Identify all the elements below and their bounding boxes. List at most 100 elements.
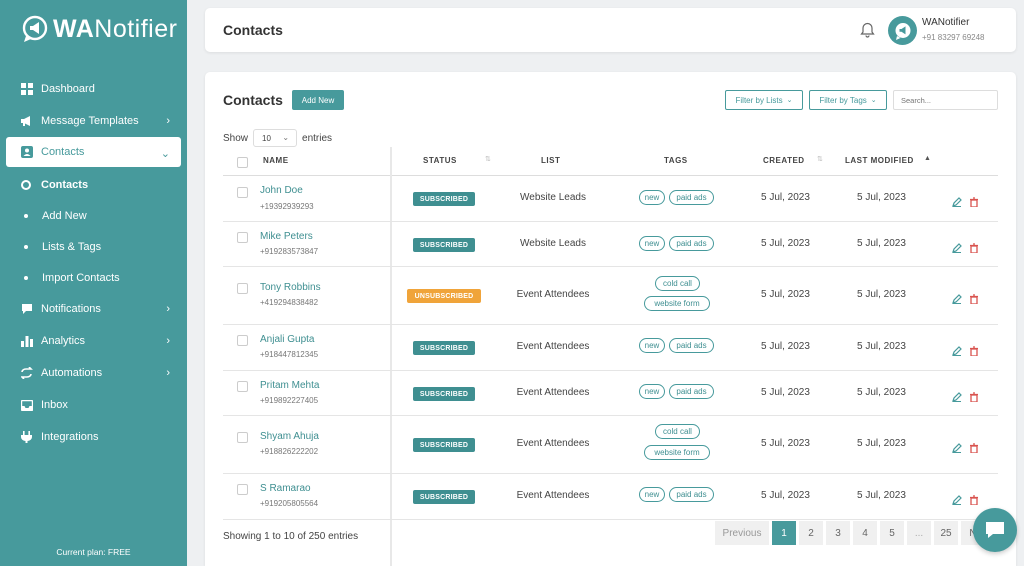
avatar[interactable]	[888, 16, 917, 45]
sort-icon[interactable]: ⇅	[485, 156, 491, 163]
column-header-tags[interactable]: TAGS	[664, 156, 688, 165]
sticky-column-divider	[390, 147, 392, 566]
edit-icon[interactable]	[952, 440, 962, 453]
contact-phone: +19392939293	[260, 202, 314, 211]
plug-icon	[20, 431, 33, 444]
table-row[interactable]: Mike Peters +919283573847 SUBSCRIBED Web…	[223, 222, 998, 267]
row-checkbox[interactable]	[237, 187, 248, 198]
edit-icon[interactable]	[952, 194, 962, 207]
row-checkbox[interactable]	[237, 283, 248, 294]
delete-icon[interactable]	[969, 343, 979, 357]
entries-select[interactable]: 10 ⌄	[253, 129, 298, 147]
column-header-created[interactable]: CREATED	[763, 156, 805, 165]
table-row[interactable]: Pritam Mehta +919892227405 SUBSCRIBED Ev…	[223, 371, 998, 416]
top-header: Contacts WANotifier +91 83297 69248	[205, 8, 1016, 52]
chevron-right-icon: ›	[166, 115, 170, 127]
row-checkbox[interactable]	[237, 432, 248, 443]
table-row[interactable]: Tony Robbins +419294838482 UNSUBSCRIBED …	[223, 267, 998, 325]
bell-icon[interactable]	[860, 22, 875, 38]
column-header-last-modified[interactable]: LAST MODIFIED	[845, 156, 914, 165]
table-row[interactable]: S Ramarao +919205805564 SUBSCRIBED Event…	[223, 474, 998, 520]
table-row[interactable]: John Doe +19392939293 SUBSCRIBED Website…	[223, 176, 998, 222]
sidebar-item-integrations[interactable]: Integrations	[0, 421, 187, 453]
contact-name-link[interactable]: Mike Peters	[260, 231, 313, 242]
edit-icon[interactable]	[952, 492, 962, 505]
table-row[interactable]: Anjali Gupta +918447812345 SUBSCRIBED Ev…	[223, 325, 998, 371]
sidebar-item-label: Notifications	[41, 303, 101, 315]
column-header-name[interactable]: NAME	[263, 156, 289, 165]
contact-name-link[interactable]: Tony Robbins	[260, 282, 321, 293]
row-checkbox[interactable]	[237, 335, 248, 346]
sidebar-item-label: Inbox	[41, 399, 68, 411]
row-checkbox[interactable]	[237, 484, 248, 495]
delete-icon[interactable]	[969, 291, 979, 305]
edit-icon[interactable]	[952, 389, 962, 402]
sidebar-item-contacts[interactable]: Contacts ⌄	[6, 137, 181, 167]
user-name: WANotifier	[922, 17, 970, 28]
column-header-list[interactable]: LIST	[541, 156, 561, 165]
contact-card-icon	[20, 146, 33, 159]
modified-date: 5 Jul, 2023	[857, 238, 906, 249]
tag-chip: cold call	[655, 424, 700, 439]
pagination-page[interactable]: 2	[799, 521, 823, 545]
pagination-page[interactable]: 1	[772, 521, 796, 545]
sort-icon[interactable]: ⇅	[817, 156, 823, 163]
sidebar-item-dashboard[interactable]: Dashboard	[0, 73, 187, 105]
contact-name-link[interactable]: John Doe	[260, 185, 303, 196]
submenu-item-import-contacts[interactable]: Import Contacts	[0, 262, 187, 293]
created-date: 5 Jul, 2023	[761, 490, 810, 501]
submenu-label: Import Contacts	[42, 271, 120, 284]
pagination-previous[interactable]: Previous	[715, 521, 769, 545]
table-row[interactable]: Shyam Ahuja +918826222202 SUBSCRIBED Eve…	[223, 416, 998, 474]
sidebar-item-message-templates[interactable]: Message Templates ›	[0, 105, 187, 137]
created-date: 5 Jul, 2023	[761, 238, 810, 249]
delete-icon[interactable]	[969, 194, 979, 208]
sidebar-item-analytics[interactable]: Analytics ›	[0, 325, 187, 357]
pagination-page[interactable]: 4	[853, 521, 877, 545]
chat-widget-button[interactable]	[973, 508, 1017, 552]
delete-icon[interactable]	[969, 440, 979, 454]
list-name: Website Leads	[520, 192, 586, 203]
filter-by-tags-button[interactable]: Filter by Tags ⌄	[809, 90, 887, 110]
edit-icon[interactable]	[952, 291, 962, 304]
contact-name-link[interactable]: Shyam Ahuja	[260, 431, 319, 442]
row-checkbox[interactable]	[237, 381, 248, 392]
pagination-page[interactable]: 3	[826, 521, 850, 545]
edit-icon[interactable]	[952, 240, 962, 253]
submenu-item-lists-tags[interactable]: Lists & Tags	[0, 231, 187, 262]
submenu-item-contacts[interactable]: Contacts	[0, 169, 187, 200]
pagination-page[interactable]: 25	[934, 521, 958, 545]
tag-chip: paid ads	[669, 236, 714, 251]
status-badge: SUBSCRIBED	[413, 341, 475, 355]
add-new-button[interactable]: Add New	[292, 90, 344, 110]
repeat-icon	[20, 367, 33, 380]
delete-icon[interactable]	[969, 389, 979, 403]
status-badge: SUBSCRIBED	[413, 490, 475, 504]
edit-icon[interactable]	[952, 343, 962, 356]
column-header-status[interactable]: STATUS	[423, 156, 457, 165]
sort-ascending-icon[interactable]: ▲	[924, 155, 931, 162]
page-title: Contacts	[223, 22, 283, 38]
list-name: Event Attendees	[516, 289, 590, 300]
filter-by-lists-button[interactable]: Filter by Lists ⌄	[725, 90, 803, 110]
contact-name-link[interactable]: S Ramarao	[260, 483, 311, 494]
status-badge: SUBSCRIBED	[413, 438, 475, 452]
chat-icon	[20, 303, 33, 316]
bullet-icon	[24, 244, 28, 249]
created-date: 5 Jul, 2023	[761, 192, 810, 203]
tag-chip: cold call	[655, 276, 700, 291]
search-input[interactable]	[893, 90, 998, 110]
delete-icon[interactable]	[969, 492, 979, 506]
sidebar-item-automations[interactable]: Automations ›	[0, 357, 187, 389]
pagination-page[interactable]: 5	[880, 521, 904, 545]
contact-name-link[interactable]: Pritam Mehta	[260, 380, 320, 391]
submenu-item-add-new[interactable]: Add New	[0, 200, 187, 231]
sidebar-item-inbox[interactable]: Inbox	[0, 389, 187, 421]
select-all-checkbox[interactable]	[237, 157, 248, 168]
delete-icon[interactable]	[969, 240, 979, 254]
sidebar-item-notifications[interactable]: Notifications ›	[0, 293, 187, 325]
brand-logo[interactable]: WANotifier	[20, 14, 177, 44]
row-checkbox[interactable]	[237, 232, 248, 243]
contact-name-link[interactable]: Anjali Gupta	[260, 334, 315, 345]
list-name: Event Attendees	[516, 438, 590, 449]
